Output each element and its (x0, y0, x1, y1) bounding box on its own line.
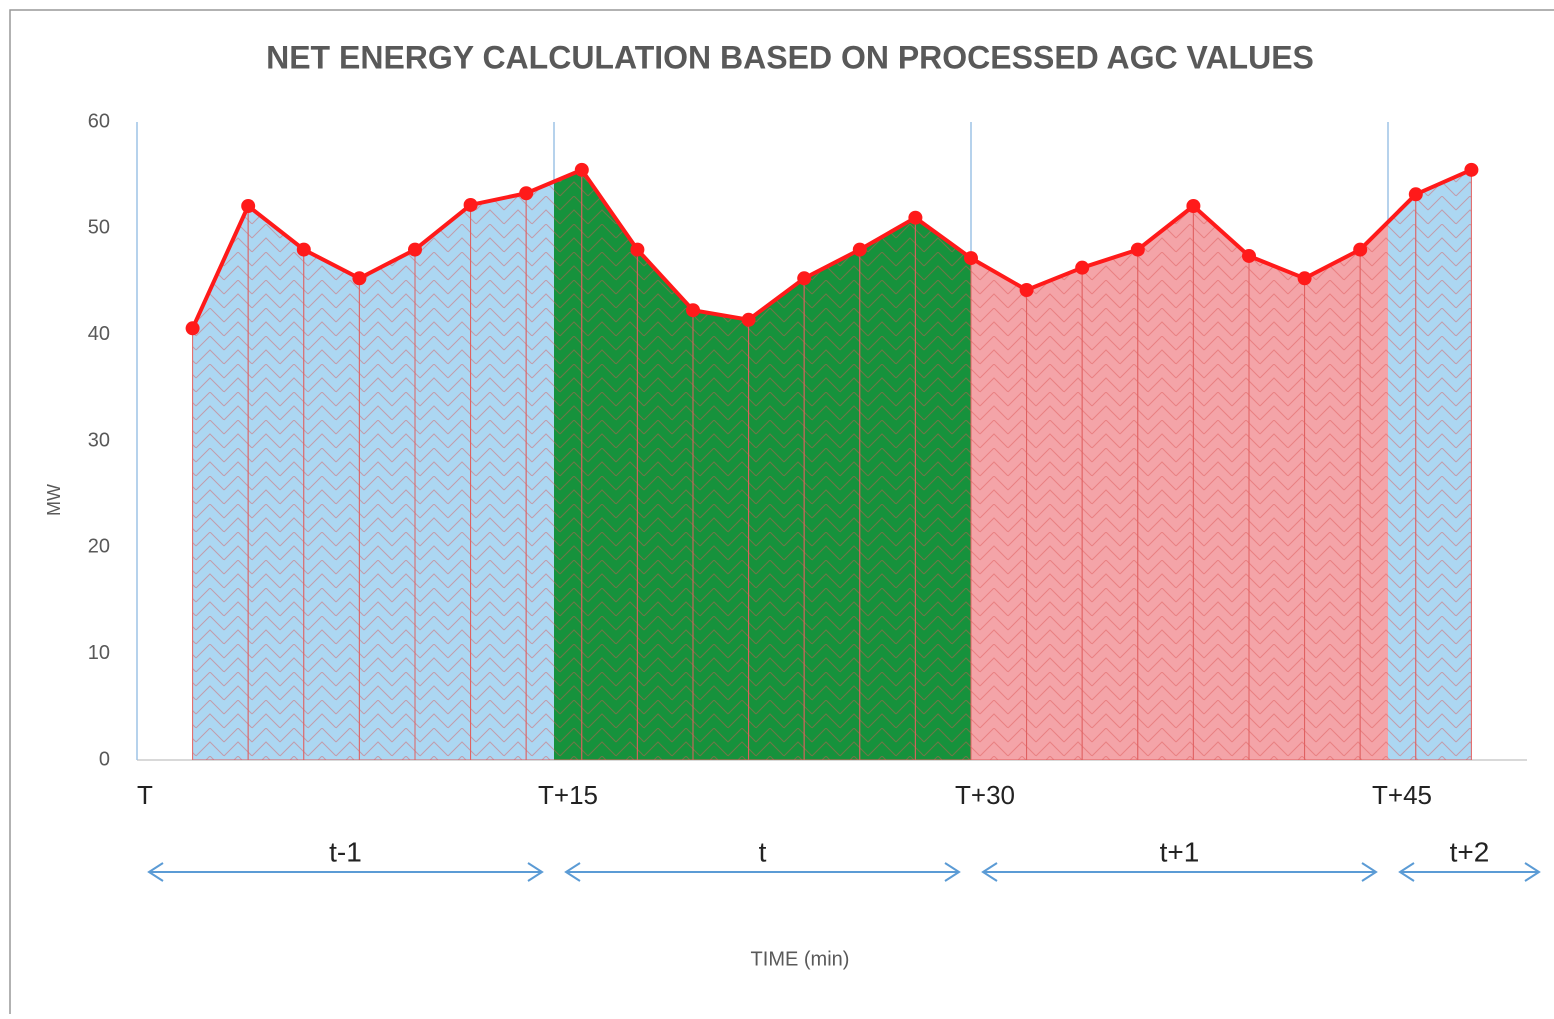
period-label: t+1 (1160, 836, 1200, 867)
arrow-head (564, 862, 581, 882)
area-hatch (1026, 266, 1083, 760)
area-hatch (303, 248, 360, 760)
data-point (1464, 162, 1479, 177)
data-point (630, 242, 645, 257)
data-point (463, 197, 478, 212)
data-point (908, 210, 923, 225)
area-hatch (1081, 248, 1139, 760)
area-hatch (581, 168, 638, 760)
chart-title: NET ENERGY CALCULATION BASED ON PROCESSE… (266, 39, 1314, 75)
period-area (1388, 169, 1472, 760)
period-area (192, 181, 554, 760)
y-tick-label: 50 (88, 217, 110, 239)
period-label: t (759, 836, 767, 867)
x-tick-label: T+30 (955, 780, 1015, 810)
area-hatch (971, 257, 1028, 760)
data-point (1353, 242, 1368, 257)
arrow-head (944, 862, 961, 882)
y-axis-title: MW (44, 484, 64, 516)
period-area (971, 204, 1388, 760)
data-point (1408, 187, 1423, 202)
area-hatch (414, 203, 472, 760)
data-point (1297, 271, 1312, 286)
arrow-head (147, 862, 164, 882)
arrow-head (1361, 862, 1378, 882)
y-tick-label: 60 (88, 110, 110, 132)
x-tick-label: T+45 (1372, 780, 1432, 810)
x-axis-title: TIME (min) (751, 948, 850, 970)
y-tick-label: 20 (88, 536, 110, 558)
data-point (741, 312, 756, 327)
data-point (1130, 242, 1145, 257)
data-point (1186, 199, 1201, 214)
area-hatch (803, 248, 861, 760)
area-hatch (1304, 248, 1361, 760)
y-tick-label: 0 (99, 748, 110, 770)
arrow-head (527, 862, 544, 882)
arrow-head (981, 862, 998, 882)
area-hatch (358, 248, 416, 760)
area-hatch (636, 248, 694, 760)
area-hatch (914, 216, 971, 760)
data-point (296, 242, 311, 257)
arrow-head (1524, 862, 1541, 882)
data-point (1075, 260, 1090, 275)
data-point (1019, 283, 1034, 298)
data-point (408, 242, 422, 257)
x-tick-label: T+15 (538, 780, 598, 810)
area-hatch (1359, 221, 1388, 760)
area-hatch (692, 309, 750, 760)
area-hatch (470, 192, 527, 760)
data-point (519, 186, 534, 201)
data-point (852, 242, 867, 257)
data-point (352, 271, 367, 286)
data-point (686, 303, 700, 318)
data-point (964, 251, 978, 266)
area-hatch (525, 181, 554, 760)
area-hatch (1137, 204, 1194, 760)
x-tick-label: T (137, 780, 153, 810)
data-line (190, 167, 1473, 330)
y-tick-label: 10 (88, 642, 110, 664)
arrow-head (1398, 862, 1415, 882)
data-point (185, 321, 200, 336)
data-point (1242, 248, 1256, 263)
period-label: t-1 (329, 836, 362, 867)
area-hatch (1415, 169, 1472, 760)
data-point (797, 271, 812, 286)
area-hatch (1192, 204, 1250, 760)
period-area (554, 168, 971, 760)
area-hatch (859, 216, 916, 760)
y-tick-label: 40 (88, 323, 110, 345)
data-point (241, 199, 256, 214)
area-hatch (748, 277, 805, 760)
data-point (574, 162, 589, 177)
period-label: t+2 (1450, 836, 1490, 867)
area-hatch (247, 204, 305, 760)
y-tick-label: 30 (88, 429, 110, 451)
area-hatch (1248, 255, 1306, 760)
